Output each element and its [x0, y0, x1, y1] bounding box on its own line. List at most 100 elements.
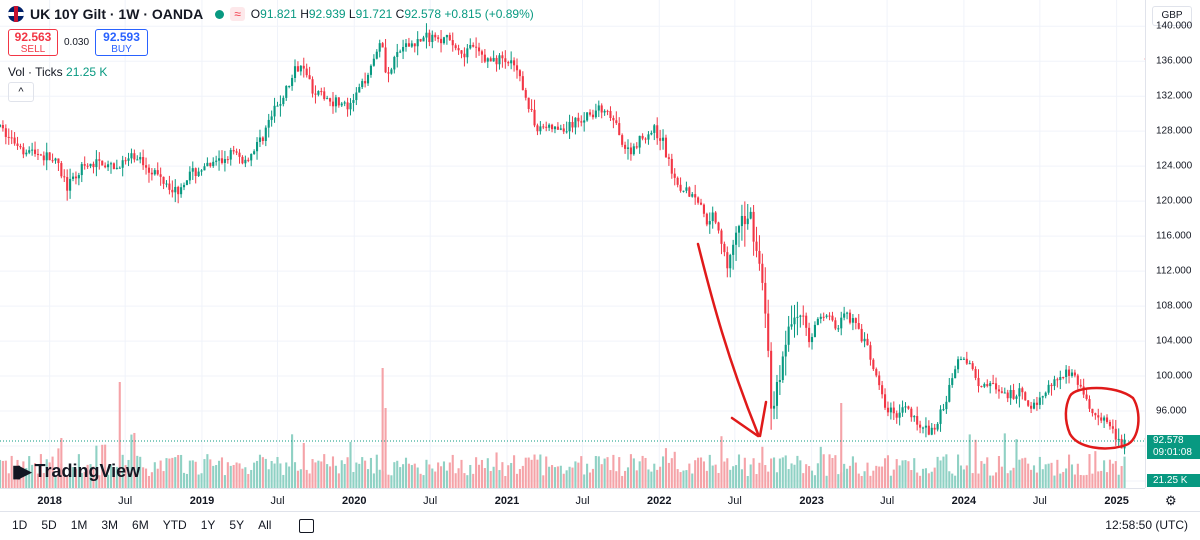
volume-bar: [147, 475, 151, 488]
range-button-1m[interactable]: 1M: [70, 518, 88, 532]
candle-body: [661, 137, 665, 141]
volume-bar: [521, 465, 524, 488]
range-button-5y[interactable]: 5Y: [229, 518, 245, 532]
collapse-legend-button[interactable]: ^: [8, 82, 34, 102]
candle-body: [182, 184, 186, 188]
volume-bar: [212, 465, 215, 488]
volume-bar: [296, 470, 299, 488]
candle-body: [302, 65, 305, 69]
candle-body: [653, 125, 656, 133]
candle-body: [857, 323, 860, 329]
volume-bar: [507, 465, 510, 488]
volume-bar: [402, 464, 405, 488]
time-axis[interactable]: 2018 Jul 2019 Jul 2020 Jul 2021 Jul 2022 Jul 2023 J…: [0, 488, 1145, 511]
candle-body: [749, 211, 752, 219]
volume-bar: [180, 454, 183, 488]
candle-body: [112, 163, 115, 169]
candle-body: [495, 57, 498, 65]
range-button-5d[interactable]: 5D: [41, 518, 57, 532]
candle-body: [60, 163, 63, 177]
candle-body: [883, 394, 887, 408]
clock[interactable]: 12:58:50 (UTC): [1105, 518, 1188, 532]
volume-bar: [407, 463, 410, 488]
volume-bar: [808, 466, 811, 488]
candle-body: [428, 32, 431, 43]
buy-button[interactable]: 92.593 BUY: [95, 29, 149, 56]
candle-body: [212, 161, 215, 167]
candle-body: [732, 244, 735, 255]
range-button-6m[interactable]: 6M: [132, 518, 149, 532]
price-tick-label: 136.000: [1156, 55, 1193, 67]
candle-body: [1105, 417, 1109, 422]
candle-body: [664, 137, 668, 158]
volume-bar: [334, 465, 337, 488]
volume-bar: [477, 464, 481, 488]
volume-bar: [139, 456, 142, 488]
volume-bar: [1103, 460, 1106, 488]
volume-bar: [191, 460, 194, 488]
candle-body: [1062, 377, 1065, 379]
candle-body: [659, 138, 662, 141]
candle-body: [244, 159, 247, 164]
volume-bar: [647, 469, 650, 488]
range-button-all[interactable]: All: [258, 518, 272, 532]
price-chart[interactable]: [0, 0, 1145, 488]
candle-body: [559, 128, 562, 130]
candle-body: [480, 51, 484, 55]
volume-bar: [197, 474, 200, 488]
candle-body: [875, 369, 878, 376]
candle-body: [679, 184, 682, 191]
volume-bar: [19, 466, 22, 488]
candle-body: [930, 427, 933, 435]
price-tick-label: 108.000: [1156, 300, 1193, 312]
candle-body: [162, 176, 165, 184]
volume-bar: [702, 461, 705, 488]
volume-bar: [758, 462, 761, 488]
settings-gear-icon[interactable]: ⚙: [1165, 493, 1177, 508]
volume-bar: [238, 463, 241, 488]
candle-body: [101, 160, 104, 166]
candle-body: [810, 336, 814, 343]
volume-bar: [504, 475, 507, 488]
sell-button[interactable]: 92.563 SELL: [8, 29, 58, 56]
candle-body: [992, 383, 995, 385]
volume-bar: [726, 458, 729, 488]
volume-bar: [612, 454, 615, 488]
price-axis[interactable]: GBP 88.00092.00096.000100.000104.000108.…: [1145, 0, 1200, 488]
volume-bar: [1035, 472, 1038, 488]
candle-body: [843, 313, 846, 318]
candle-body: [51, 160, 54, 162]
volume-bar: [1088, 454, 1091, 488]
candle-body: [343, 102, 346, 104]
candle-body: [203, 166, 206, 171]
chart-canvas[interactable]: UK 10Y Gilt · 1W · OANDA ≈ O91.821 H92.9…: [0, 0, 1145, 488]
volume-bar: [232, 465, 235, 488]
candle-body: [1097, 415, 1100, 418]
volume-bar: [872, 470, 875, 488]
range-button-1d[interactable]: 1D: [12, 518, 28, 532]
volume-bar: [545, 456, 548, 488]
range-button-ytd[interactable]: YTD: [162, 518, 187, 532]
calendar-icon[interactable]: [299, 519, 315, 533]
candle-body: [121, 160, 124, 168]
candle-body: [45, 152, 48, 161]
currency-selector[interactable]: GBP: [1152, 6, 1192, 26]
volume-bar: [609, 470, 612, 488]
candle-body: [1032, 402, 1036, 409]
volume-bar: [434, 471, 437, 488]
candle-body: [667, 157, 670, 159]
volume-bar: [264, 458, 267, 488]
volume-bar: [437, 462, 440, 488]
candle-body: [253, 151, 256, 154]
annotation-arrowhead-left: [730, 416, 760, 438]
volume-bar: [74, 468, 77, 488]
candle-body: [553, 126, 557, 130]
volume-bar: [136, 455, 139, 488]
wave-badge[interactable]: ≈: [230, 7, 245, 21]
candle-body: [1035, 402, 1038, 405]
candle-body: [361, 81, 364, 88]
volume-bar: [624, 470, 627, 488]
range-button-3m[interactable]: 3M: [101, 518, 119, 532]
range-button-1y[interactable]: 1Y: [200, 518, 216, 532]
symbol-title[interactable]: UK 10Y Gilt · 1W · OANDA: [30, 6, 204, 22]
